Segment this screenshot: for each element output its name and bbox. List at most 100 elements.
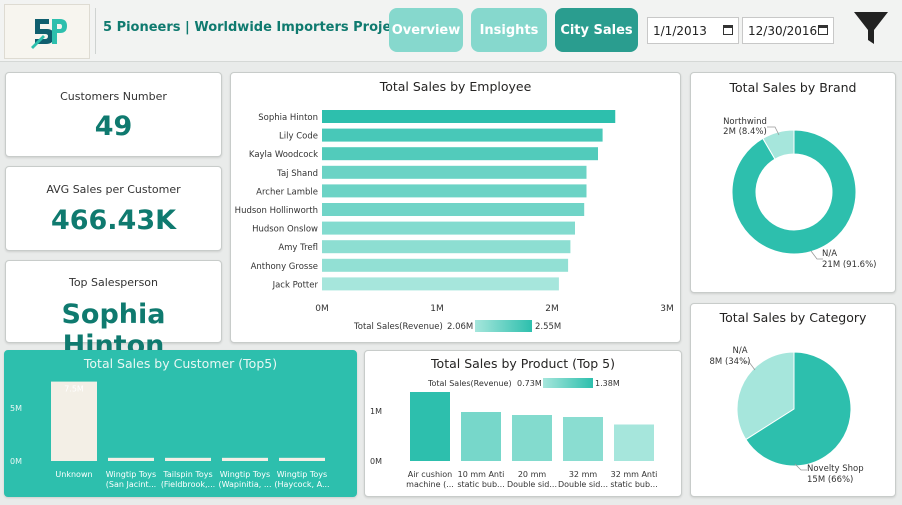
- customer-data-label: 7.5M: [64, 385, 84, 394]
- customers-card: Customers Number 49: [5, 72, 222, 157]
- logo: [4, 4, 90, 59]
- brand-slice-label: 2M (8.4%): [723, 127, 767, 137]
- category-sales-card: Total Sales by Category N/A 8M (34%) Novel…: [690, 303, 896, 497]
- employee-sales-card: Total Sales by Employee Sophia Hinton Lil…: [230, 72, 681, 343]
- product-category-label: 20 mm: [518, 470, 547, 479]
- employee-category-label: Kayla Woodcock: [249, 150, 318, 160]
- category-slice-name: N/A: [732, 346, 747, 356]
- end-date-input[interactable]: 12/30/2016: [742, 17, 834, 44]
- employee-chart-title: Total Sales by Employee: [379, 79, 532, 94]
- customer-category-label: Wingtip Toys: [277, 470, 327, 479]
- employee-x-tick-label: 0M: [315, 304, 329, 314]
- employee-bar: [322, 277, 559, 291]
- employee-bar: [322, 258, 569, 272]
- customer-category-label: Unknown: [55, 470, 92, 479]
- customer-category-label: Wingtip Toys: [220, 470, 270, 479]
- customer-category-label: Wingtip Toys: [106, 470, 156, 479]
- employee-category-label: Lily Code: [279, 132, 318, 142]
- customer-bar: [165, 457, 211, 461]
- product-category-label-line2: machine (...: [406, 480, 454, 489]
- employee-category-label: Anthony Grosse: [251, 262, 318, 272]
- employee-bar: [322, 128, 603, 142]
- employee-x-tick-label: 1M: [430, 304, 444, 314]
- product-y-tick-label: 1M: [370, 407, 382, 416]
- customers-label: Customers Number: [60, 90, 167, 103]
- brand-leader-line: [767, 126, 780, 136]
- employee-category-label: Jack Potter: [272, 280, 319, 290]
- calendar-icon[interactable]: [723, 25, 733, 35]
- employee-sales-chart: Sophia Hinton Lily Code Kayla Woodcock Taj …: [235, 110, 674, 332]
- brand-leader-line: [810, 250, 823, 260]
- customer-bar: [108, 457, 154, 461]
- customer-category-label-line2: (San Jacint...: [106, 480, 156, 489]
- employee-category-label: Sophia Hinton: [258, 113, 318, 123]
- product-category-label: 32 mm Anti: [611, 470, 658, 479]
- customer-category-label-line2: (Wapinitia, ...: [219, 480, 272, 489]
- product-category-label-line2: Double sid...: [507, 480, 557, 489]
- avg-sales-card: AVG Sales per Customer 466.43K: [5, 166, 222, 251]
- brand-slice-name: Northwind: [723, 117, 767, 127]
- employee-bar: [322, 110, 616, 123]
- product-bar: [512, 415, 552, 461]
- product-legend-label: Total Sales(Revenue): [427, 379, 512, 388]
- city-sales-button[interactable]: City Sales: [555, 8, 638, 52]
- employee-x-tick-label: 3M: [660, 304, 674, 314]
- brand-chart-title: Total Sales by Brand: [729, 80, 857, 95]
- avg-sales-label: AVG Sales per Customer: [46, 183, 181, 196]
- employee-legend-label: Total Sales(Revenue): [353, 322, 443, 332]
- top-salesperson-card: Top Salesperson Sophia Hinton: [5, 260, 222, 361]
- customer-category-label-line2: (Haycock, A...: [274, 480, 329, 489]
- category-slice-label: 15M (66%): [807, 475, 853, 485]
- product-bar: [410, 392, 450, 461]
- employee-legend-min: 2.06M: [447, 322, 473, 332]
- product-category-label-line2: static bub...: [457, 480, 504, 489]
- product-y-tick-label: 0M: [370, 457, 382, 466]
- customer-category-label-line2: (Fieldbrook,...: [161, 480, 215, 489]
- employee-legend-gradient: [475, 320, 532, 332]
- customer-y-tick-label: 5M: [10, 404, 22, 413]
- brand-sales-card: Total Sales by Brand Northwind 2M (8.4%) N…: [690, 72, 896, 293]
- product-sales-card: Total Sales by Product (Top 5) 0M 1M Air c…: [364, 350, 682, 497]
- product-category-label-line2: static bub...: [610, 480, 657, 489]
- category-leader-line: [794, 463, 807, 471]
- overview-button[interactable]: Overview: [389, 8, 463, 52]
- employee-category-label: Hudson Hollinworth: [235, 206, 318, 216]
- customer-bar: [222, 457, 268, 461]
- top-salesperson-label: Top Salesperson: [68, 276, 159, 289]
- employee-category-label: Amy Trefl: [278, 243, 318, 253]
- customer-category-label: Tailspin Toys: [162, 470, 212, 479]
- customer-y-tick-label: 0M: [10, 457, 22, 466]
- page-title: 5 Pioneers | Worldwide Importers Project: [103, 20, 406, 35]
- product-legend-max: 1.38M: [595, 379, 620, 388]
- start-date-value: 1/1/2013: [653, 23, 707, 38]
- brand-slice: [731, 129, 857, 255]
- filter-icon[interactable]: [852, 10, 890, 48]
- start-date-input[interactable]: 1/1/2013: [647, 17, 739, 44]
- customer-sales-card: Total Sales by Customer (Top5) 0M 5M 7.5M U…: [4, 350, 357, 497]
- logo-icon: [31, 19, 67, 49]
- category-leader-line: [743, 361, 756, 371]
- employee-bar: [322, 221, 575, 235]
- product-category-label-line2: Double sid...: [558, 480, 608, 489]
- insights-button[interactable]: Insights: [471, 8, 547, 52]
- customer-bar: [51, 381, 97, 461]
- category-slice-label: 8M (34%): [710, 357, 751, 367]
- employee-category-label: Hudson Onslow: [252, 225, 318, 235]
- calendar-icon[interactable]: [818, 25, 828, 35]
- product-bar: [563, 417, 603, 461]
- employee-category-label: Taj Shand: [276, 169, 318, 179]
- end-date-value: 12/30/2016: [748, 23, 818, 38]
- product-legend-min: 0.73M: [517, 379, 542, 388]
- category-slice-name: Novelty Shop: [807, 464, 864, 474]
- top-salesperson-value: Sophia Hinton: [61, 299, 166, 361]
- product-legend-gradient: [543, 378, 593, 388]
- product-bar: [614, 424, 654, 461]
- employee-bar: [322, 147, 598, 161]
- category-slice: [745, 351, 852, 467]
- employee-bar: [322, 203, 585, 216]
- avg-sales-value: 466.43K: [50, 205, 177, 236]
